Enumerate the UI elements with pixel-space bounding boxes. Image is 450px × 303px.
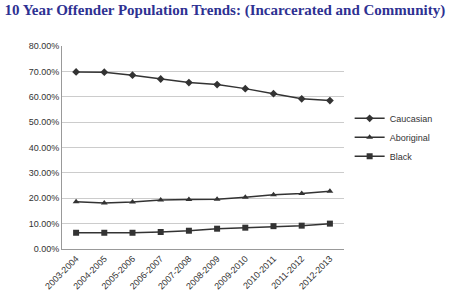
- svg-text:Black: Black: [390, 152, 413, 162]
- svg-text:2005-2006: 2005-2006: [100, 254, 138, 292]
- svg-text:30.00%: 30.00%: [29, 168, 60, 178]
- svg-text:2010-2011: 2010-2011: [241, 254, 278, 291]
- svg-text:80.00%: 80.00%: [29, 41, 60, 51]
- svg-text:2012-2013: 2012-2013: [297, 254, 335, 292]
- svg-text:2007-2008: 2007-2008: [156, 254, 194, 292]
- svg-text:2009-2010: 2009-2010: [212, 254, 250, 292]
- svg-text:2003-2004: 2003-2004: [43, 254, 81, 292]
- svg-text:70.00%: 70.00%: [29, 67, 60, 77]
- svg-text:10.00%: 10.00%: [29, 219, 60, 229]
- svg-text:50.00%: 50.00%: [29, 117, 60, 127]
- svg-text:20.00%: 20.00%: [29, 193, 60, 203]
- svg-text:40.00%: 40.00%: [29, 143, 60, 153]
- svg-text:2008-2009: 2008-2009: [184, 254, 222, 292]
- svg-text:2004-2005: 2004-2005: [71, 254, 109, 292]
- svg-text:Aboriginal: Aboriginal: [390, 133, 430, 143]
- svg-text:60.00%: 60.00%: [29, 92, 60, 102]
- svg-text:10 Year Offender Population Tr: 10 Year Offender Population Trends: (Inc…: [5, 2, 446, 19]
- svg-text:Caucasian: Caucasian: [390, 114, 433, 124]
- svg-text:2006-2007: 2006-2007: [128, 254, 166, 292]
- svg-text:0.00%: 0.00%: [34, 244, 60, 254]
- svg-text:2011-2012: 2011-2012: [269, 254, 306, 291]
